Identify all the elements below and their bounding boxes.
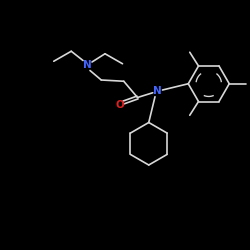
- Text: O: O: [115, 100, 124, 110]
- Text: N: N: [153, 86, 162, 96]
- Text: N: N: [83, 60, 92, 70]
